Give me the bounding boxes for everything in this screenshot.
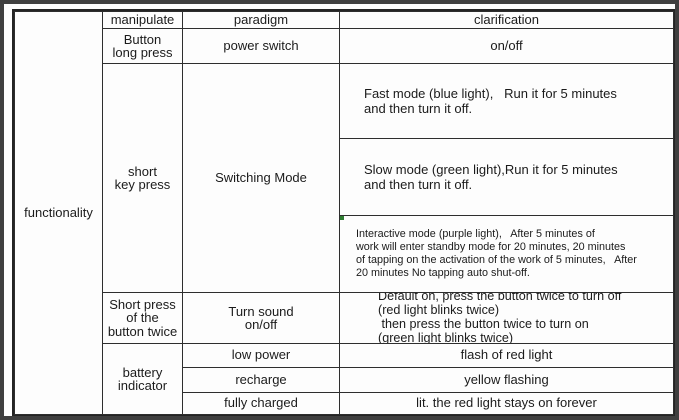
functionality-table: functionality manipulate paradigm clarif…	[12, 9, 675, 416]
low-power-clarification-cell: flash of red light	[339, 343, 674, 368]
recharge-clarification-cell: yellow flashing	[339, 367, 674, 393]
green-artifact-dot	[340, 216, 344, 220]
fully-charged-paradigm-cell: fully charged	[182, 392, 340, 415]
short-key-press-manipulate-cell: short key press	[102, 63, 183, 293]
interactive-mode-cell: Interactive mode (purple light), After 5…	[339, 215, 674, 293]
long-press-clarification-cell: on/off	[339, 28, 674, 64]
battery-indicator-manipulate-cell: battery indicator	[102, 343, 183, 415]
functionality-cell: functionality	[14, 11, 103, 415]
header-manipulate: manipulate	[102, 11, 183, 29]
turn-sound-paradigm-cell: Turn sound on/off	[182, 292, 340, 344]
double-press-clarification-cell: Default on, press the button twice to tu…	[339, 292, 674, 344]
fully-charged-clarification-cell: lit. the red light stays on forever	[339, 392, 674, 415]
slow-mode-cell: Slow mode (green light),Run it for 5 min…	[339, 138, 674, 216]
double-press-manipulate-cell: Short press of the button twice	[102, 292, 183, 344]
switching-mode-paradigm-cell: Switching Mode	[182, 63, 340, 293]
fast-mode-cell: Fast mode (blue light), Run it for 5 min…	[339, 63, 674, 139]
long-press-manipulate-cell: Button long press	[102, 28, 183, 64]
recharge-paradigm-cell: recharge	[182, 367, 340, 393]
low-power-paradigm-cell: low power	[182, 343, 340, 368]
long-press-paradigm-cell: power switch	[182, 28, 340, 64]
header-clarification: clarification	[339, 11, 674, 29]
header-paradigm: paradigm	[182, 11, 340, 29]
